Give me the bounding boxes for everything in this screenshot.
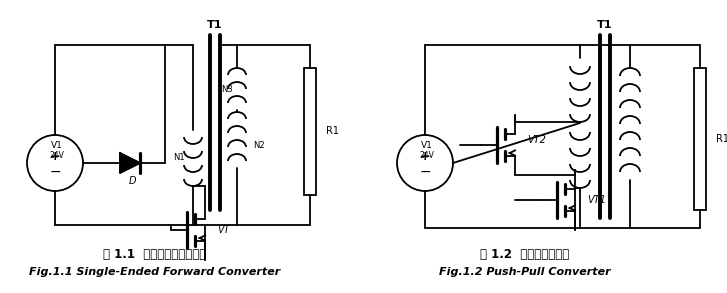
- Text: T1: T1: [598, 20, 613, 30]
- Text: Fig.1.1 Single-Ended Forward Converter: Fig.1.1 Single-Ended Forward Converter: [29, 267, 281, 277]
- Bar: [694, 68, 706, 210]
- Text: V1: V1: [51, 141, 63, 149]
- Text: Fig.1.2 Push-Pull Converter: Fig.1.2 Push-Pull Converter: [439, 267, 611, 277]
- Polygon shape: [120, 153, 140, 173]
- Text: N2: N2: [253, 141, 265, 149]
- Text: 图 1.2  推挽式变换电路: 图 1.2 推挽式变换电路: [481, 248, 570, 261]
- Text: R1: R1: [716, 134, 727, 144]
- Text: V1: V1: [421, 141, 433, 149]
- Text: −: −: [419, 165, 431, 179]
- Text: +: +: [419, 149, 430, 163]
- Text: 图 1.1  单端正激式变换电路: 图 1.1 单端正激式变换电路: [103, 248, 206, 261]
- Text: −: −: [49, 165, 61, 179]
- Text: N3: N3: [221, 84, 233, 93]
- Text: R1: R1: [326, 127, 339, 137]
- Text: +: +: [49, 149, 60, 163]
- Text: 24V: 24V: [49, 151, 65, 159]
- Text: T1: T1: [207, 20, 222, 30]
- Text: VT2: VT2: [527, 135, 546, 145]
- Text: VT1: VT1: [587, 195, 606, 205]
- Text: VT: VT: [217, 225, 230, 235]
- Bar: [304, 68, 316, 195]
- Text: D: D: [128, 176, 136, 186]
- Text: 24V: 24V: [419, 151, 435, 159]
- Text: N1: N1: [173, 154, 185, 163]
